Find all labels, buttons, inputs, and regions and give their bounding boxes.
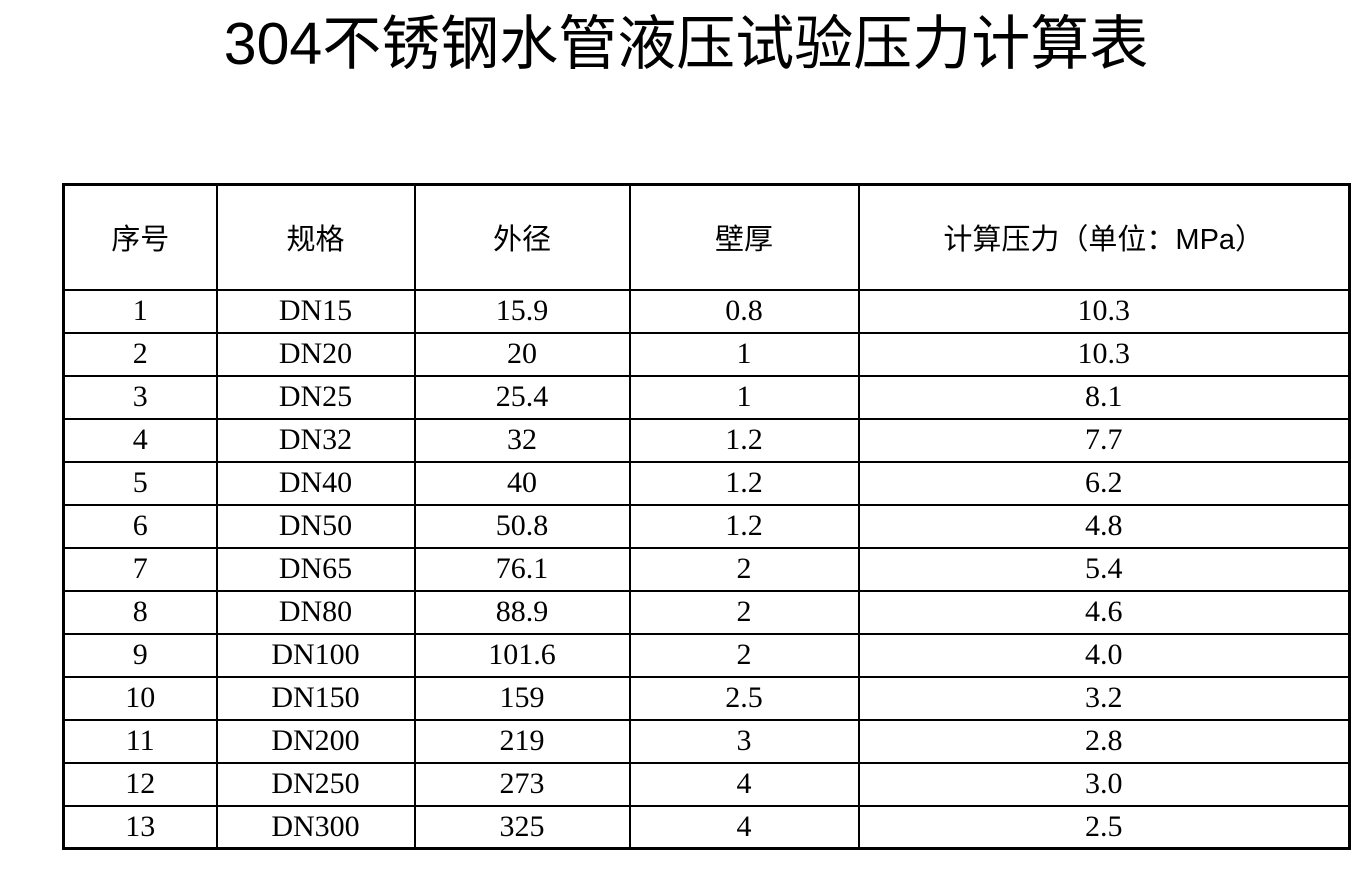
table-body: 1 DN15 15.9 0.8 10.3 2 DN20 20 1 10.3 3 DN25 25.4 1 8.… [62,288,1351,850]
table-cell: 8.1 [857,374,1351,420]
table-cell: 50.8 [413,503,631,549]
table-cell: DN250 [215,761,416,807]
table-cell: 2 [628,546,860,592]
table-cell: 15.9 [413,288,631,334]
table-cell: 4.0 [857,632,1351,678]
table-cell: 4 [628,804,860,850]
table-cell: DN32 [215,417,416,463]
table-cell: 4 [62,417,218,463]
table-cell: 2.5 [628,675,860,721]
column-header-wall: 壁厚 [628,183,860,291]
table-cell: DN50 [215,503,416,549]
table-cell: 88.9 [413,589,631,635]
table-row: 3 DN25 25.4 1 8.1 [62,374,1351,420]
table-cell: 4.6 [857,589,1351,635]
table-cell: 11 [62,718,218,764]
table-cell: DN200 [215,718,416,764]
table-cell: 325 [413,804,631,850]
table-cell: 76.1 [413,546,631,592]
table-cell: 10.3 [857,288,1351,334]
table-cell: 0.8 [628,288,860,334]
table-cell: 13 [62,804,218,850]
table-header: 序号 规格 外径 壁厚 计算压力（单位：MPa） [62,183,1351,291]
table-cell: DN300 [215,804,416,850]
table-cell: 1.2 [628,503,860,549]
table-cell: 1 [628,374,860,420]
table-row: 8 DN80 88.9 2 4.6 [62,589,1351,635]
column-header-od: 外径 [413,183,631,291]
table-cell: 1.2 [628,460,860,506]
column-header-spec: 规格 [215,183,416,291]
table-row: 11 DN200 219 3 2.8 [62,718,1351,764]
table-row: 2 DN20 20 1 10.3 [62,331,1351,377]
table-cell: 2.5 [857,804,1351,850]
table-cell: 8 [62,589,218,635]
table-cell: 1 [62,288,218,334]
table-cell: 2 [628,589,860,635]
table-cell: 7 [62,546,218,592]
table-cell: 4.8 [857,503,1351,549]
table-cell: DN40 [215,460,416,506]
table-cell: 5.4 [857,546,1351,592]
table-row: 12 DN250 273 4 3.0 [62,761,1351,807]
table-cell: 10 [62,675,218,721]
table-cell: DN100 [215,632,416,678]
table-cell: 2 [628,632,860,678]
table-cell: 1.2 [628,417,860,463]
column-header-pressure: 计算压力（单位：MPa） [857,183,1351,291]
table-cell: 5 [62,460,218,506]
table-cell: 3.0 [857,761,1351,807]
table-cell: 159 [413,675,631,721]
table-row: 4 DN32 32 1.2 7.7 [62,417,1351,463]
table-row: 6 DN50 50.8 1.2 4.8 [62,503,1351,549]
table-cell: 6.2 [857,460,1351,506]
header-row: 序号 规格 外径 壁厚 计算压力（单位：MPa） [62,183,1351,291]
table-cell: 101.6 [413,632,631,678]
pressure-table: 序号 规格 外径 壁厚 计算压力（单位：MPa） 1 DN15 15.9 0.8 10.… [62,183,1351,850]
table-cell: DN20 [215,331,416,377]
table-cell: 3 [62,374,218,420]
table-cell: 2.8 [857,718,1351,764]
table-cell: 2 [62,331,218,377]
table-cell: 3.2 [857,675,1351,721]
table-cell: 10.3 [857,331,1351,377]
table-row: 9 DN100 101.6 2 4.0 [62,632,1351,678]
table-cell: 3 [628,718,860,764]
table-row: 5 DN40 40 1.2 6.2 [62,460,1351,506]
table-cell: DN65 [215,546,416,592]
table-cell: 6 [62,503,218,549]
column-header-seq: 序号 [62,183,218,291]
table-cell: 7.7 [857,417,1351,463]
table-cell: 12 [62,761,218,807]
table-cell: 4 [628,761,860,807]
table-cell: DN15 [215,288,416,334]
table-cell: DN150 [215,675,416,721]
table-cell: 1 [628,331,860,377]
table-cell: 40 [413,460,631,506]
table-cell: 273 [413,761,631,807]
table-row: 1 DN15 15.9 0.8 10.3 [62,288,1351,334]
table-row: 13 DN300 325 4 2.5 [62,804,1351,850]
page-title: 304不锈钢水管液压试验压力计算表 [223,11,1149,77]
table-cell: 9 [62,632,218,678]
table-cell: 32 [413,417,631,463]
table-cell: DN25 [215,374,416,420]
table-cell: DN80 [215,589,416,635]
table-cell: 25.4 [413,374,631,420]
table-row: 10 DN150 159 2.5 3.2 [62,675,1351,721]
table-cell: 219 [413,718,631,764]
table-cell: 20 [413,331,631,377]
table-row: 7 DN65 76.1 2 5.4 [62,546,1351,592]
